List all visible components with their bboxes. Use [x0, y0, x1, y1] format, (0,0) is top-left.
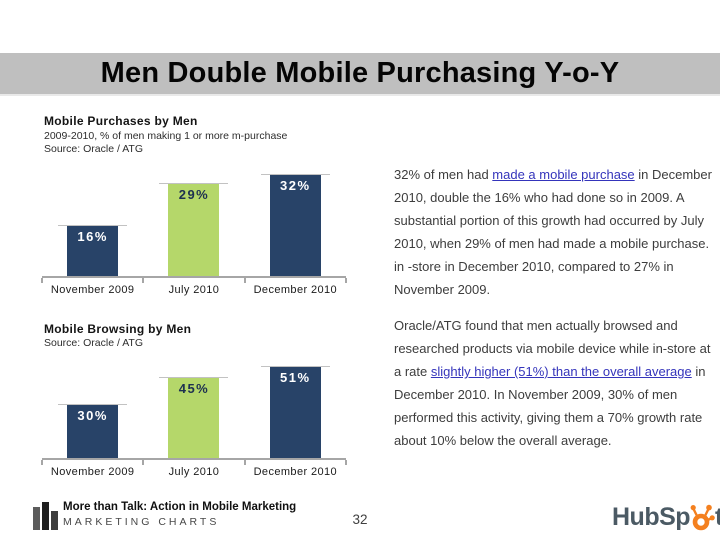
bar-top-line	[58, 404, 128, 405]
marketingcharts-logo-icon	[33, 502, 59, 530]
chart-title: Mobile Purchases by Men	[44, 114, 198, 128]
slide-title: Men Double Mobile Purchasing Y-o-Y	[100, 57, 620, 89]
chart-bar: 16%	[58, 225, 128, 276]
hubspot-wordmark-left: HubSp	[612, 503, 691, 531]
category-label: November 2009	[50, 466, 135, 478]
purchases-chart-categories: November 2009 July 2010 December 2010	[42, 284, 346, 296]
purchases-chart-plot: 16% 29% 32%	[41, 160, 347, 283]
title-bar: Men Double Mobile Purchasing Y-o-Y	[0, 53, 720, 96]
hubspot-logo: HubSp t	[612, 498, 720, 532]
marketingcharts-wordmark: MARKETING CHARTS	[63, 516, 220, 528]
browsing-chart-categories: November 2009 July 2010 December 2010	[42, 466, 346, 478]
hubspot-wordmark-right: t	[715, 503, 720, 531]
bar-slot: 29%	[143, 160, 244, 276]
bar-slot: 30%	[42, 350, 143, 458]
chart-bar: 32%	[260, 174, 330, 276]
page-number: 32	[352, 512, 368, 527]
category-label: July 2010	[168, 284, 220, 296]
bar-top-line	[58, 225, 128, 226]
bar-top-line	[260, 366, 330, 367]
axis-tick	[142, 460, 145, 465]
axis-tick	[41, 278, 43, 283]
bar-value-label: 32%	[280, 178, 311, 193]
axis-tick	[243, 278, 246, 283]
chart-bar: 45%	[159, 377, 229, 458]
hubspot-sprocket-icon	[690, 504, 715, 531]
bar-value-label: 45%	[178, 381, 210, 396]
bar-value-label: 29%	[178, 187, 210, 202]
axis-tick	[345, 278, 347, 283]
chart-bar: 29%	[159, 183, 229, 276]
logo-bar	[42, 502, 49, 530]
text-segment: in December 2010, double the 16% who had…	[394, 167, 712, 297]
chart-subtitle: 2009-2010, % of men making 1 or more m-p…	[44, 130, 288, 142]
text-segment: Oracle/ATG found that men actually brows…	[394, 318, 711, 379]
axis-tick	[142, 278, 145, 283]
text-segment: in December 2010. In November 2009, 30% …	[394, 364, 706, 448]
chart-source: Source: Oracle / ATG	[44, 337, 144, 349]
category-label: July 2010	[168, 466, 220, 478]
bar-value-label: 51%	[280, 370, 311, 385]
bar-slot: 51%	[245, 350, 346, 458]
axis-tick	[345, 460, 347, 465]
bar-top-line	[260, 174, 330, 175]
bar-value-label: 16%	[77, 229, 108, 244]
chart-source: Source: Oracle / ATG	[44, 143, 144, 155]
commentary-paragraph-purchases: 32% of men had made a mobile purchase in…	[394, 163, 716, 301]
axis-tick	[41, 460, 43, 465]
hyperlink[interactable]: slightly higher (51%) than the overall a…	[430, 364, 692, 379]
bar-top-line	[159, 377, 229, 378]
category-label: December 2010	[253, 466, 338, 478]
text-segment: 32% of men had	[394, 167, 493, 182]
bar-value-label: 30%	[77, 408, 108, 423]
bar-slot: 45%	[143, 350, 244, 458]
axis-tick	[243, 460, 246, 465]
hyperlink[interactable]: made a mobile purchase	[492, 167, 635, 182]
chart-bar: 30%	[58, 404, 128, 458]
category-label: December 2010	[253, 284, 338, 296]
bar-slot: 32%	[245, 160, 346, 276]
report-title: More than Talk: Action in Mobile Marketi…	[63, 501, 297, 513]
commentary-paragraph-browsing: Oracle/ATG found that men actually brows…	[394, 314, 716, 452]
logo-bar	[33, 507, 40, 530]
purchases-chart-header: Mobile Purchases by Men 2009-2010, % of …	[44, 114, 287, 155]
chart-title: Mobile Browsing by Men	[44, 322, 192, 336]
browsing-chart-header: Mobile Browsing by Men Source: Oracle / …	[44, 322, 191, 349]
bar-slot: 16%	[42, 160, 143, 276]
bar-top-line	[159, 183, 229, 184]
chart-bar: 51%	[260, 366, 330, 458]
browsing-chart-plot: 30% 45% 51%	[41, 350, 347, 465]
category-label: November 2009	[50, 284, 135, 296]
logo-bar	[51, 511, 58, 530]
